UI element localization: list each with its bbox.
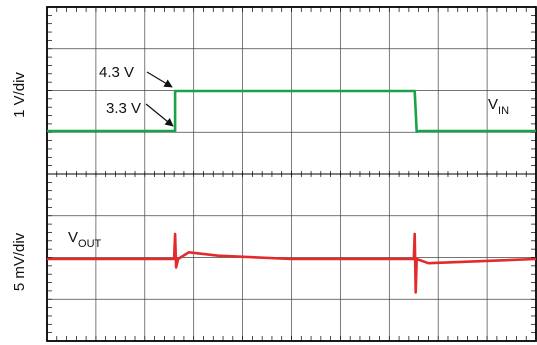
y-axis-label-vout: 5 mV/div	[11, 232, 28, 291]
y-axis-label-vin: 1 V/div	[11, 72, 28, 118]
legend-vout-main: V	[68, 229, 78, 246]
annotation-3v3-label: 3.3 V	[106, 100, 141, 117]
traces	[47, 89, 537, 294]
annotation-4v3: 4.3 V	[99, 64, 173, 88]
legend-vin-sub: IN	[498, 105, 509, 117]
annotation-4v3-arrow	[146, 71, 173, 88]
legend-vin-main: V	[488, 96, 498, 113]
annotation-3v3-arrow	[145, 103, 174, 127]
series-v-in	[47, 89, 536, 134]
series-v-out	[47, 232, 537, 294]
grid	[46, 6, 537, 342]
legend-vout: VOUT	[68, 229, 102, 250]
legend-vin: VIN	[488, 96, 509, 117]
annotation-4v3-label: 4.3 V	[99, 64, 134, 81]
legend-vout-sub: OUT	[78, 238, 102, 250]
annotation-3v3: 3.3 V	[106, 100, 174, 127]
